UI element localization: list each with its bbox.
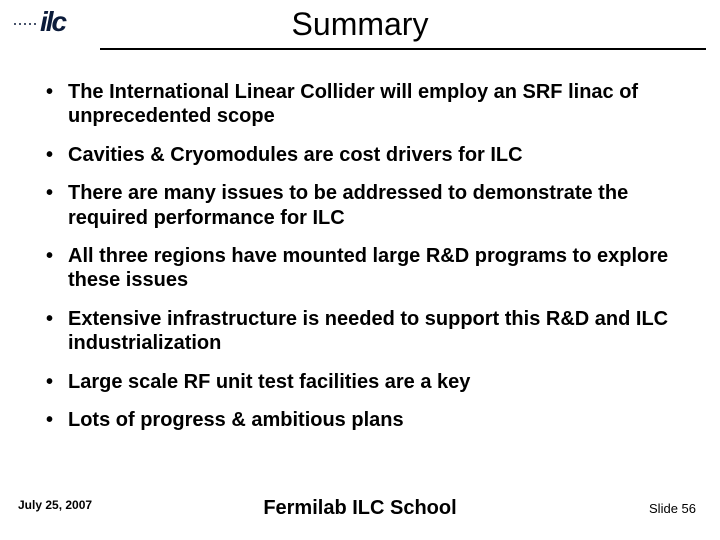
title-underline (100, 48, 706, 50)
slide-title: Summary (0, 6, 720, 43)
bullet-item: Extensive infrastructure is needed to su… (46, 307, 692, 356)
slide-header: ilc Summary (0, 0, 720, 62)
slide-content: The International Linear Collider will e… (0, 62, 720, 432)
bullet-item: Lots of progress & ambitious plans (46, 408, 692, 432)
bullet-item: Cavities & Cryomodules are cost drivers … (46, 143, 692, 167)
footer-center: Fermilab ILC School (0, 497, 720, 520)
bullet-item: The International Linear Collider will e… (46, 80, 692, 129)
bullet-item: All three regions have mounted large R&D… (46, 244, 692, 293)
bullet-list: The International Linear Collider will e… (46, 80, 692, 432)
footer-slide-number: Slide 56 (649, 501, 696, 516)
slide-footer: July 25, 2007 Fermilab ILC School Slide … (0, 490, 720, 520)
bullet-item: Large scale RF unit test facilities are … (46, 370, 692, 394)
bullet-item: There are many issues to be addressed to… (46, 181, 692, 230)
